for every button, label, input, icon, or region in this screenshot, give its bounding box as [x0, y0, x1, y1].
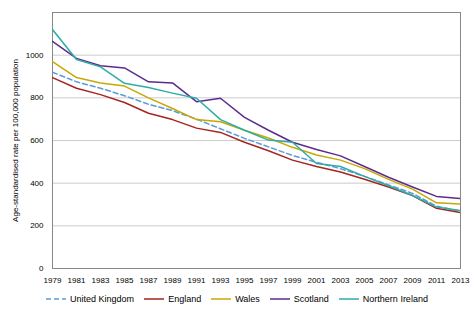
- svg-text:1985: 1985: [116, 276, 134, 285]
- svg-text:2007: 2007: [380, 276, 398, 285]
- svg-text:1993: 1993: [212, 276, 230, 285]
- html-text:Wales: Wales: [235, 294, 260, 304]
- svg-text:1995: 1995: [236, 276, 254, 285]
- svg-text:2013: 2013: [452, 276, 470, 285]
- svg-text:1989: 1989: [164, 276, 182, 285]
- svg-text:1981: 1981: [68, 276, 86, 285]
- svg-text:2003: 2003: [332, 276, 350, 285]
- svg-text:1979: 1979: [44, 276, 62, 285]
- svg-text:600: 600: [30, 136, 44, 145]
- svg-text:0: 0: [39, 264, 44, 273]
- svg-text:800: 800: [30, 93, 44, 102]
- svg-text:200: 200: [30, 221, 44, 230]
- svg-text:2009: 2009: [404, 276, 422, 285]
- svg-text:1987: 1987: [140, 276, 158, 285]
- svg-text:400: 400: [30, 179, 44, 188]
- svg-text:2005: 2005: [356, 276, 374, 285]
- svg-text:Age-standardised rate per 100,: Age-standardised rate per 100,000 popula…: [11, 59, 20, 222]
- svg-text:2001: 2001: [308, 276, 326, 285]
- html-text:Northern Ireland: Northern Ireland: [362, 294, 428, 304]
- svg-text:2011: 2011: [428, 276, 446, 285]
- html-text:England: England: [168, 294, 202, 304]
- svg-text:1991: 1991: [188, 276, 206, 285]
- svg-text:1999: 1999: [284, 276, 302, 285]
- svg-text:1983: 1983: [92, 276, 110, 285]
- html-text:United Kingdom: United Kingdom: [70, 294, 135, 304]
- svg-text:1997: 1997: [260, 276, 278, 285]
- svg-text:1000: 1000: [26, 51, 44, 60]
- html-text:Scotland: Scotland: [293, 294, 329, 304]
